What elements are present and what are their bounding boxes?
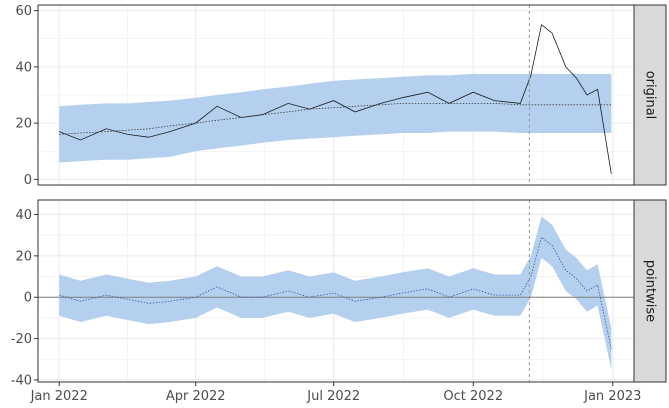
- observed-line: [59, 23, 612, 174]
- strip-label-pointwise: pointwise: [643, 260, 658, 322]
- confidence-band: [59, 73, 612, 163]
- strip-original-bg: [633, 4, 667, 186]
- x-tick-label: Jul 2022: [306, 389, 360, 404]
- strip-pointwise: pointwise: [633, 199, 667, 383]
- strip-label-original: original: [643, 71, 658, 120]
- y-tick-label: 20: [15, 249, 32, 264]
- x-tick-label: Jan 2023: [583, 389, 641, 404]
- effect-line: [59, 236, 612, 349]
- x-axis: Jan 2022 Apr 2022 Jul 2022 Oct 2022 Jan 2023: [30, 382, 641, 404]
- panel-original-marks: [59, 5, 612, 185]
- y-tick-label: 20: [15, 117, 32, 132]
- y-tick-label: 0: [24, 291, 32, 306]
- y-tick-label: 40: [15, 60, 32, 75]
- y-tick-label: 0: [24, 173, 32, 188]
- strip-pointwise-bg: [633, 199, 667, 383]
- x-tick-label: Jan 2022: [30, 389, 88, 404]
- panel-pointwise: -40 -20 0 20 40 pointwise: [11, 199, 667, 388]
- y-tick-label: -20: [11, 332, 32, 347]
- strip-original: original: [633, 4, 667, 186]
- prediction-line: [59, 103, 612, 135]
- confidence-band: [59, 216, 612, 370]
- panel-pointwise-yticks: -40 -20 0 20 40: [11, 208, 38, 388]
- y-tick-label: 60: [15, 4, 32, 19]
- panel-original-yticks: 0 20 40 60: [15, 4, 38, 188]
- panel-original: 0 20 40 60 original: [15, 4, 667, 188]
- x-tick-label: Oct 2022: [443, 389, 503, 404]
- y-tick-label: 40: [15, 208, 32, 223]
- y-tick-label: -40: [11, 373, 32, 388]
- panel-pointwise-marks: [38, 200, 634, 382]
- x-tick-label: Apr 2022: [166, 389, 226, 404]
